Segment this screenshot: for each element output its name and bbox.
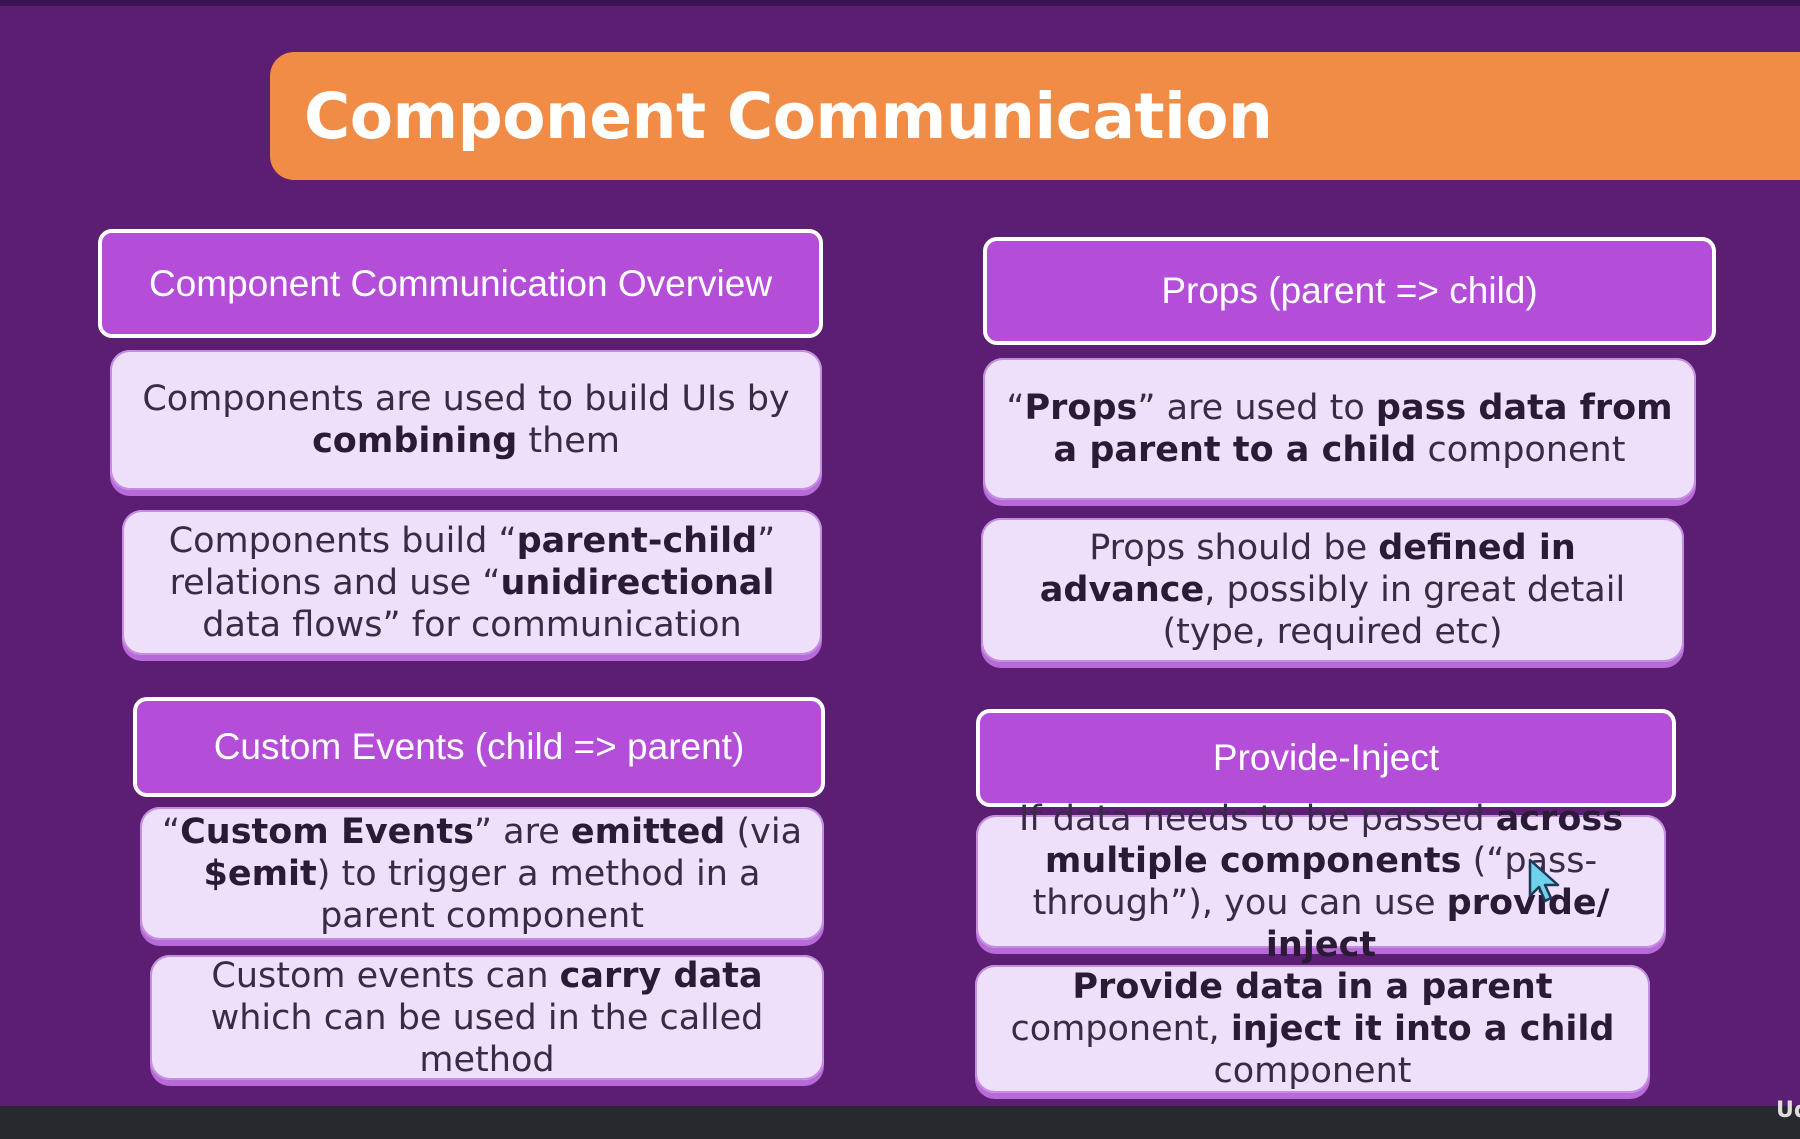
provide-card-2: Provide data in a parent component, inje… — [975, 965, 1650, 1093]
overview-card-1-text: Components are used to build UIs by comb… — [142, 379, 790, 461]
corner-logo-mark: Ud — [1776, 1098, 1800, 1123]
section-header-props: Props (parent => child) — [983, 237, 1716, 345]
section-header-provide: Provide-Inject — [976, 709, 1676, 807]
props-card-1: “Props” are used to pass data from a par… — [983, 358, 1696, 500]
overview-card-1: Components are used to build UIs by comb… — [110, 350, 822, 490]
title-banner: Component Communication — [270, 52, 1800, 180]
overview-card-2: Components build “parent-child” relation… — [122, 510, 822, 655]
section-header-events: Custom Events (child => parent) — [133, 697, 825, 797]
mouse-pointer-icon — [1528, 858, 1560, 903]
events-card-2: Custom events can carry data which can b… — [150, 955, 824, 1080]
section-header-overview: Component Communication Overview — [98, 229, 823, 338]
screen-top-edge — [0, 0, 1800, 6]
events-card-1-text: “Custom Events” are emitted (via $emit) … — [161, 811, 803, 936]
overview-card-2-text: Components build “parent-child” relation… — [168, 520, 776, 645]
slide-title: Component Communication — [304, 79, 1273, 153]
events-card-2-text: Custom events can carry data which can b… — [210, 955, 764, 1080]
props-card-2: Props should be defined in advance, poss… — [981, 518, 1684, 662]
screen-bottom-edge — [0, 1106, 1800, 1139]
props-card-2-text: Props should be defined in advance, poss… — [1039, 528, 1626, 652]
provide-card-2-text: Provide data in a parent component, inje… — [1010, 967, 1615, 1091]
events-card-1: “Custom Events” are emitted (via $emit) … — [140, 807, 824, 940]
props-card-1-text: “Props” are used to pass data from a par… — [1006, 388, 1673, 470]
